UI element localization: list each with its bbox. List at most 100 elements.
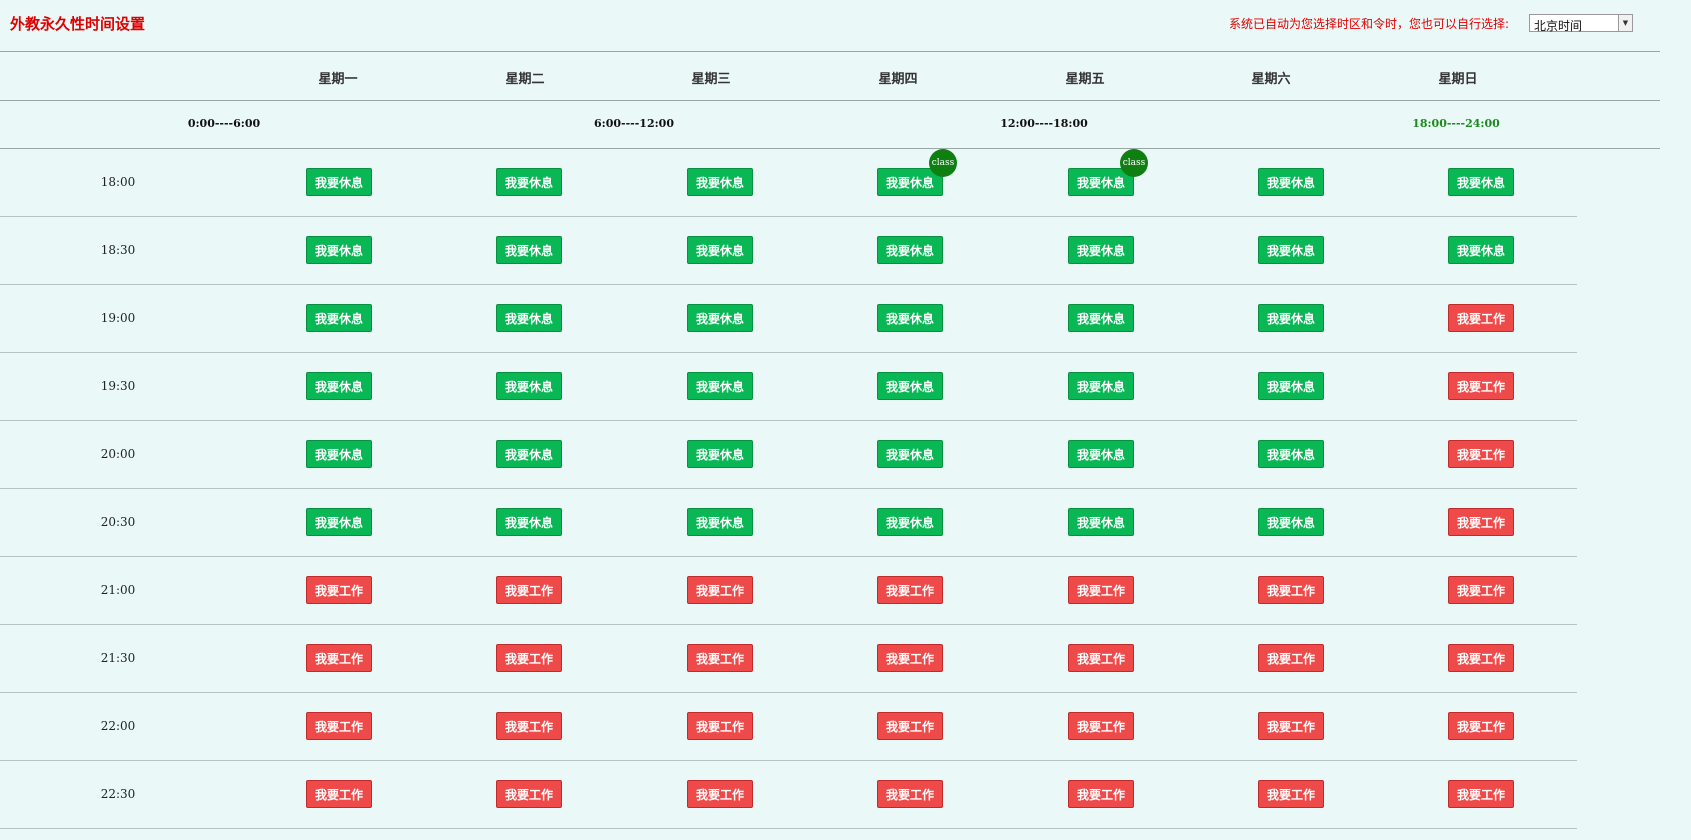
- timezone-select[interactable]: 北京时间 ▼: [1529, 14, 1633, 33]
- work-button[interactable]: 我要工作: [306, 644, 372, 672]
- work-button[interactable]: 我要工作: [687, 576, 753, 604]
- work-button[interactable]: 我要工作: [1448, 576, 1514, 604]
- timezone-note: 系统已自动为您选择时区和令时，您也可以自行选择:: [1228, 17, 1509, 31]
- rest-button[interactable]: 我要休息: [877, 304, 943, 332]
- rest-button[interactable]: 我要休息: [496, 168, 562, 196]
- rest-button[interactable]: 我要休息: [1258, 168, 1324, 196]
- weekday-header: 星期五: [1065, 72, 1105, 87]
- work-button[interactable]: 我要工作: [877, 644, 943, 672]
- time-range-tab[interactable]: 12:00----18:00: [1000, 117, 1088, 130]
- row-divider: [0, 624, 1577, 625]
- time-label: 21:30: [100, 651, 136, 665]
- rest-button[interactable]: 我要休息: [687, 508, 753, 536]
- rest-button[interactable]: 我要休息: [1448, 168, 1514, 196]
- work-button[interactable]: 我要工作: [1448, 508, 1514, 536]
- rest-button[interactable]: 我要休息: [306, 372, 372, 400]
- work-button[interactable]: 我要工作: [1448, 304, 1514, 332]
- work-button[interactable]: 我要工作: [687, 644, 753, 672]
- work-button[interactable]: 我要工作: [877, 712, 943, 740]
- work-button[interactable]: 我要工作: [1448, 644, 1514, 672]
- work-button[interactable]: 我要工作: [687, 712, 753, 740]
- work-button[interactable]: 我要工作: [496, 712, 562, 740]
- rest-button[interactable]: 我要休息: [687, 304, 753, 332]
- rest-button[interactable]: 我要休息: [1068, 304, 1134, 332]
- work-button[interactable]: 我要工作: [306, 576, 372, 604]
- work-button[interactable]: 我要工作: [1258, 712, 1324, 740]
- work-button[interactable]: 我要工作: [306, 712, 372, 740]
- work-button[interactable]: 我要工作: [496, 780, 562, 808]
- rest-button[interactable]: 我要休息: [877, 440, 943, 468]
- rest-button[interactable]: 我要休息: [877, 508, 943, 536]
- rest-button[interactable]: 我要休息: [687, 440, 753, 468]
- row-divider: [0, 352, 1577, 353]
- work-button[interactable]: 我要工作: [1258, 576, 1324, 604]
- work-button[interactable]: 我要工作: [1068, 576, 1134, 604]
- work-button[interactable]: 我要工作: [1258, 644, 1324, 672]
- row-divider: [0, 692, 1577, 693]
- rest-button[interactable]: 我要休息: [306, 508, 372, 536]
- work-button[interactable]: 我要工作: [1258, 780, 1324, 808]
- rest-button[interactable]: 我要休息: [496, 508, 562, 536]
- rest-button[interactable]: 我要休息: [687, 236, 753, 264]
- rest-button[interactable]: 我要休息: [496, 440, 562, 468]
- work-button[interactable]: 我要工作: [306, 780, 372, 808]
- time-range-tabs: 0:00----6:00 6:00----12:00 12:00----18:00 1…: [0, 101, 1660, 148]
- time-label: 22:30: [100, 787, 136, 801]
- weekday-header: 星期二: [505, 72, 545, 87]
- rest-button[interactable]: 我要休息: [1258, 440, 1324, 468]
- rest-button[interactable]: 我要休息: [1258, 372, 1324, 400]
- weekday-divider: [0, 100, 1660, 101]
- work-button[interactable]: 我要工作: [687, 780, 753, 808]
- row-divider: [0, 556, 1577, 557]
- time-range-tab[interactable]: 18:00----24:00: [1412, 117, 1500, 130]
- work-button[interactable]: 我要工作: [1068, 644, 1134, 672]
- time-range-tab[interactable]: 0:00----6:00: [187, 117, 261, 130]
- rest-button[interactable]: 我要休息: [1068, 372, 1134, 400]
- rest-button[interactable]: 我要休息: [1068, 236, 1134, 264]
- rest-button[interactable]: 我要休息: [1068, 440, 1134, 468]
- class-badge: class: [929, 149, 957, 177]
- work-button[interactable]: 我要工作: [1448, 780, 1514, 808]
- timezone-select-value: 北京时间: [1534, 19, 1583, 33]
- work-button[interactable]: 我要工作: [1068, 712, 1134, 740]
- time-slot-row: 20:00 我要休息 我要休息 我要休息 我要休息 我要休息 我要休息 我要工作: [0, 421, 1577, 489]
- rest-button[interactable]: 我要休息: [687, 372, 753, 400]
- rest-button[interactable]: 我要休息: [1448, 236, 1514, 264]
- work-button[interactable]: 我要工作: [1448, 440, 1514, 468]
- time-slot-row: 21:00 我要工作 我要工作 我要工作 我要工作 我要工作 我要工作 我要工作: [0, 557, 1577, 625]
- class-badge: class: [1120, 149, 1148, 177]
- row-divider: [0, 828, 1577, 829]
- rest-button[interactable]: 我要休息: [1258, 508, 1324, 536]
- work-button[interactable]: 我要工作: [877, 780, 943, 808]
- rest-button[interactable]: 我要休息: [1258, 304, 1324, 332]
- rest-button[interactable]: 我要休息: [496, 304, 562, 332]
- rest-button[interactable]: 我要休息: [306, 304, 372, 332]
- weekday-header: 星期六: [1251, 72, 1291, 87]
- rest-button[interactable]: 我要休息: [306, 168, 372, 196]
- time-label: 18:30: [100, 243, 136, 257]
- rest-button[interactable]: 我要休息: [687, 168, 753, 196]
- rest-button[interactable]: 我要休息: [1068, 508, 1134, 536]
- time-label: 20:00: [100, 447, 136, 461]
- work-button[interactable]: 我要工作: [496, 576, 562, 604]
- row-divider: [0, 216, 1577, 217]
- page-title: 外教永久性时间设置: [10, 15, 146, 33]
- work-button[interactable]: 我要工作: [1068, 780, 1134, 808]
- chevron-down-icon[interactable]: ▼: [1618, 15, 1632, 31]
- time-label: 18:00: [100, 175, 136, 189]
- work-button[interactable]: 我要工作: [1448, 372, 1514, 400]
- row-divider: [0, 488, 1577, 489]
- rest-button[interactable]: 我要休息: [496, 236, 562, 264]
- time-slot-row: 18:30 我要休息 我要休息 我要休息 我要休息 我要休息 我要休息 我要休息: [0, 217, 1577, 285]
- work-button[interactable]: 我要工作: [496, 644, 562, 672]
- time-range-tab[interactable]: 6:00----12:00: [594, 117, 674, 130]
- rest-button[interactable]: 我要休息: [306, 440, 372, 468]
- work-button[interactable]: 我要工作: [877, 576, 943, 604]
- rest-button[interactable]: 我要休息: [877, 236, 943, 264]
- rest-button[interactable]: 我要休息: [496, 372, 562, 400]
- rest-button[interactable]: 我要休息: [1258, 236, 1324, 264]
- rest-button[interactable]: 我要休息: [306, 236, 372, 264]
- work-button[interactable]: 我要工作: [1448, 712, 1514, 740]
- time-label: 19:30: [100, 379, 136, 393]
- rest-button[interactable]: 我要休息: [877, 372, 943, 400]
